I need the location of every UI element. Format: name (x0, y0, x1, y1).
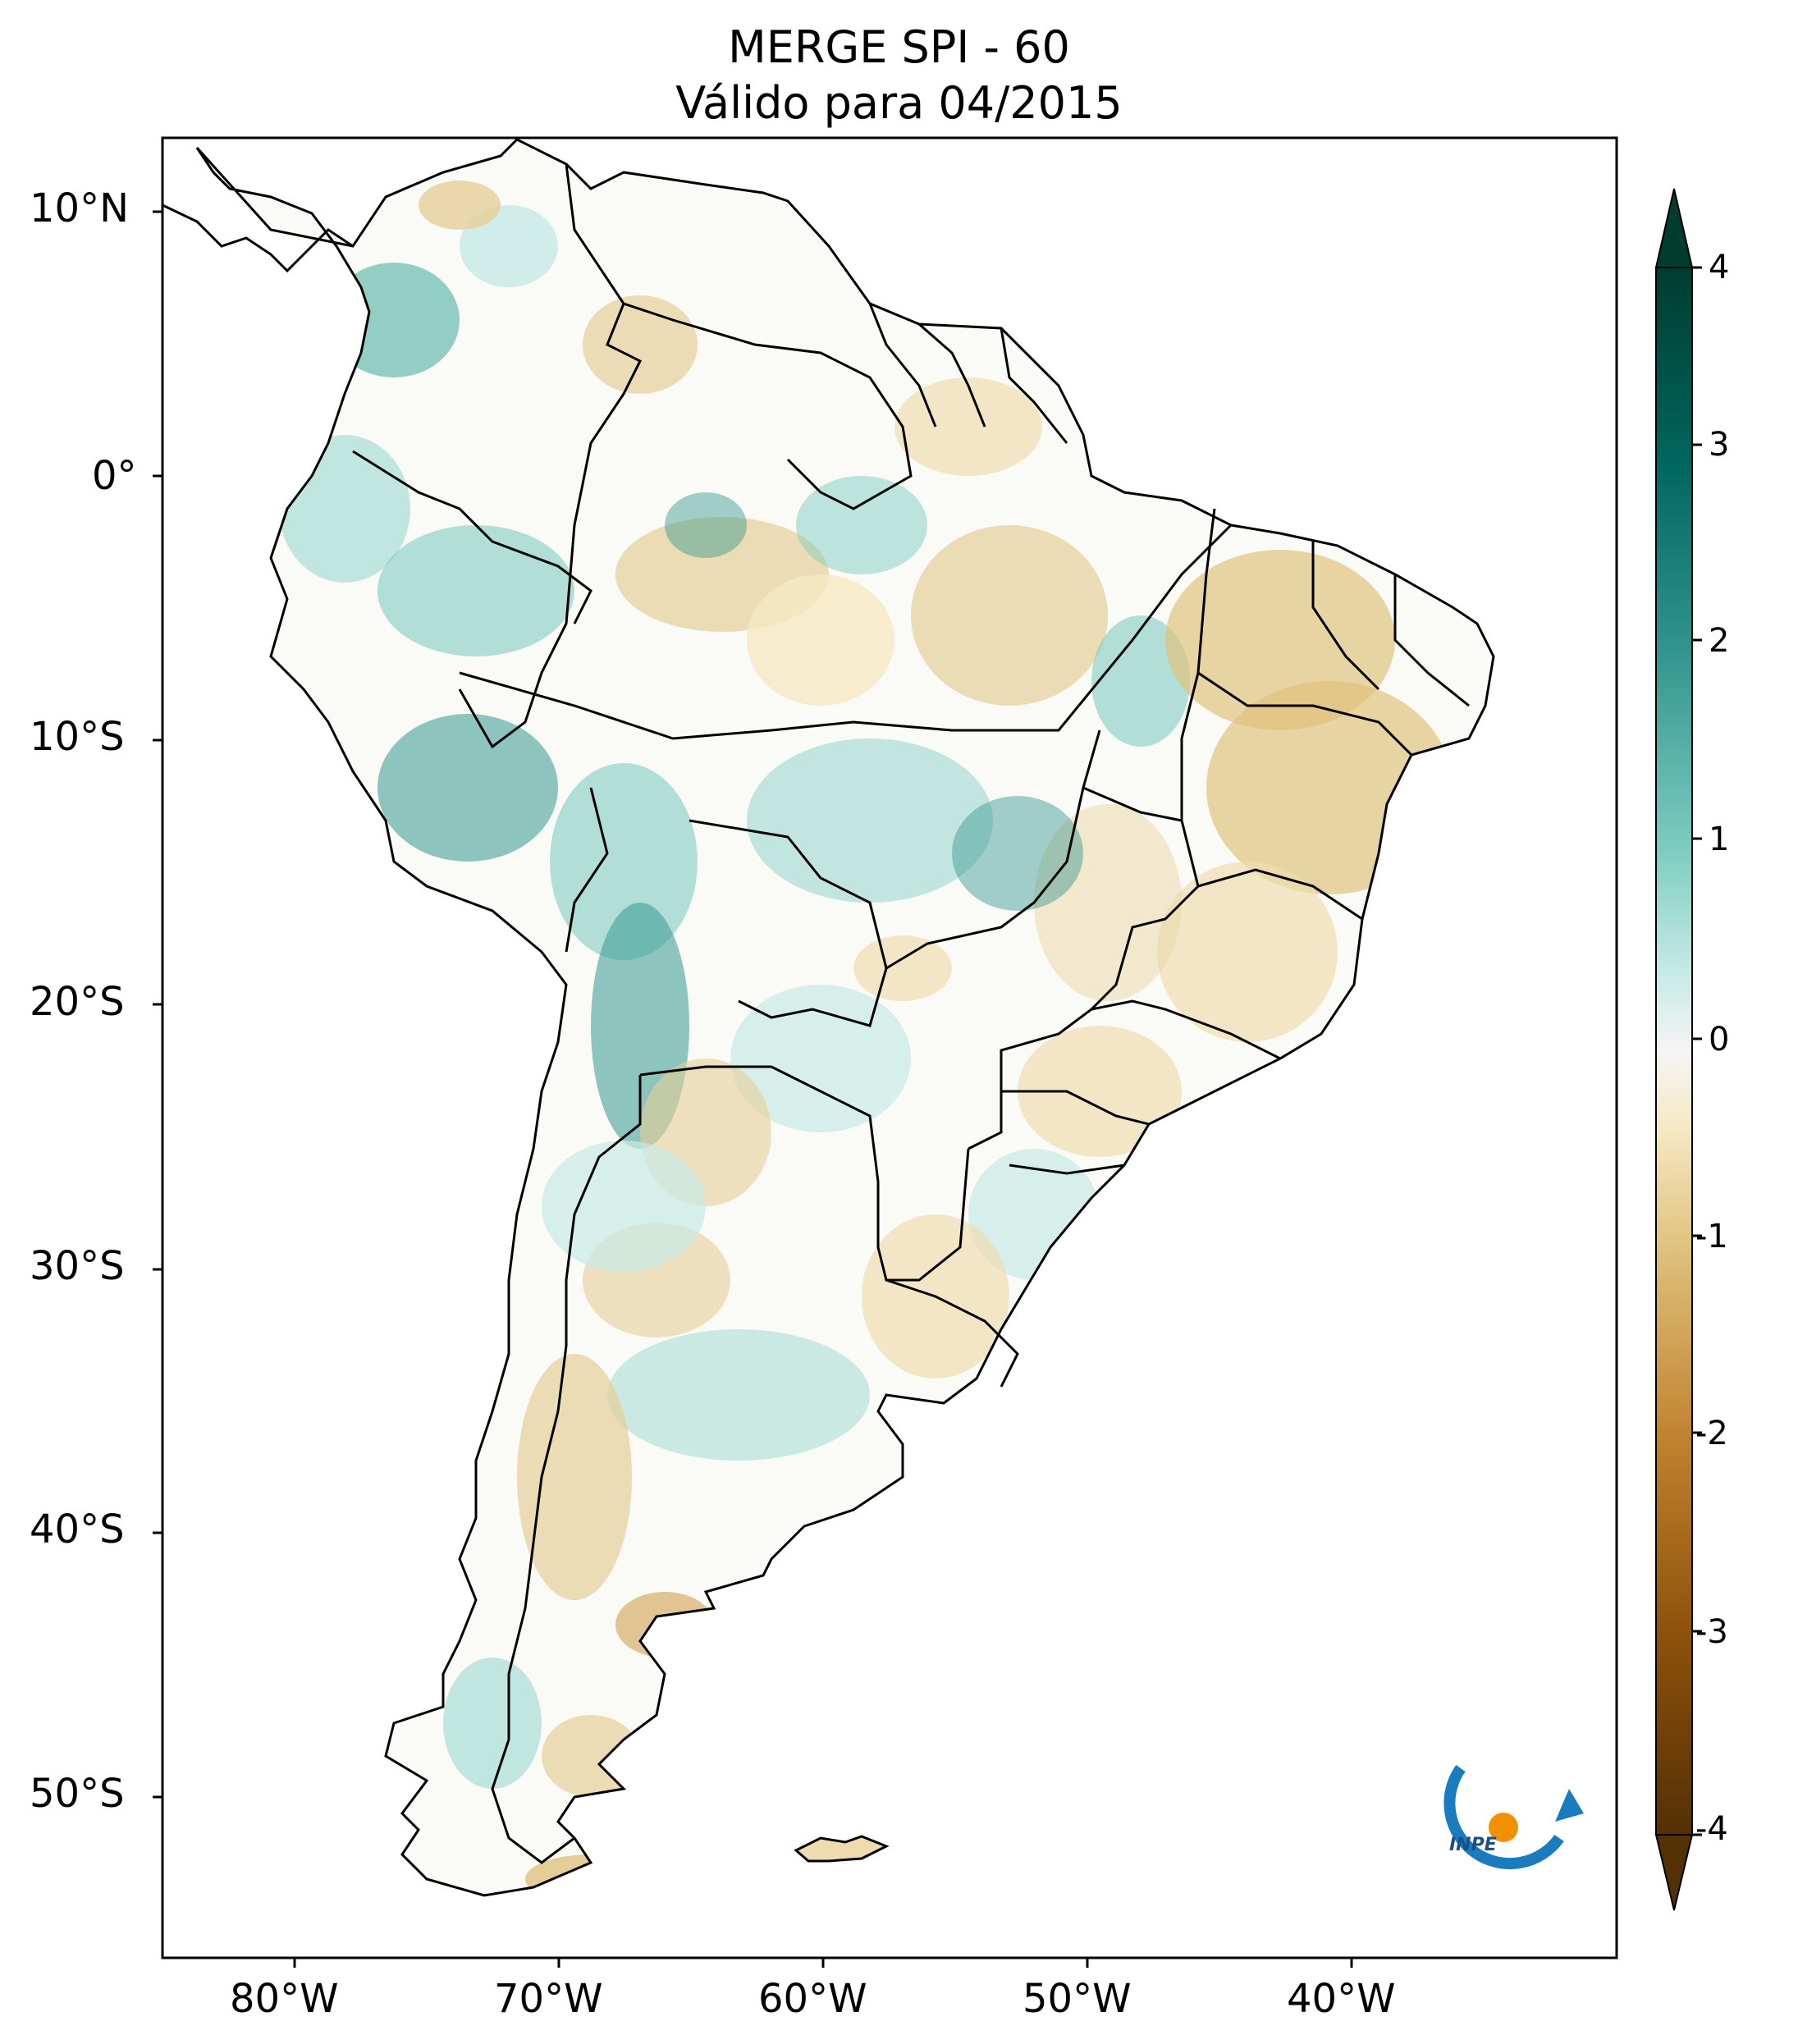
colorbar-label-neg2: -2 (1695, 1415, 1728, 1452)
map-subtitle: Válido para 04/2015 (675, 77, 1123, 129)
colorbar-label-1: 1 (1709, 821, 1730, 858)
continent-outline (195, 138, 1495, 1897)
colorbar (1654, 188, 1694, 1911)
colorbar-label-2: 2 (1709, 622, 1730, 660)
central-america-outline (162, 203, 354, 273)
lon-label-80w: 80°W (230, 1976, 339, 2022)
lat-label-10n: 10°N (30, 185, 129, 231)
country-borders (352, 163, 1470, 1864)
colorbar-extend-top (1654, 188, 1694, 268)
map-axis-ticks (153, 210, 1353, 1968)
colorbar-label-neg3: -3 (1695, 1613, 1728, 1651)
colorbar-body (1655, 267, 1693, 1836)
colorbar-label-neg1: -1 (1695, 1218, 1728, 1255)
colorbar-extend-bottom (1654, 1834, 1694, 1911)
map-title: MERGE SPI - 60 (728, 21, 1070, 73)
colorbar-label-4: 4 (1709, 249, 1730, 286)
falklands-outline (794, 1835, 890, 1863)
lon-label-70w: 70°W (494, 1976, 603, 2022)
lat-label-50s: 50°S (30, 1771, 125, 1817)
colorbar-label-0: 0 (1709, 1021, 1730, 1059)
lat-label-40s: 40°S (30, 1507, 125, 1552)
colorbar-label-3: 3 (1709, 426, 1730, 464)
lat-label-10s: 10°S (30, 714, 125, 760)
inpe-logo (1443, 1764, 1584, 1870)
lon-label-40w: 40°W (1287, 1976, 1396, 2022)
colorbar-label-neg4: -4 (1695, 1810, 1728, 1848)
lon-label-50w: 50°W (1023, 1976, 1132, 2022)
lon-label-60w: 60°W (758, 1976, 867, 2022)
lat-label-20s: 20°S (30, 979, 125, 1025)
lat-label-30s: 30°S (30, 1243, 125, 1289)
inpe-logo-text: INPE (1449, 1835, 1497, 1855)
colorbar-ticks (1692, 266, 1702, 1836)
lat-label-0: 0° (92, 453, 137, 499)
